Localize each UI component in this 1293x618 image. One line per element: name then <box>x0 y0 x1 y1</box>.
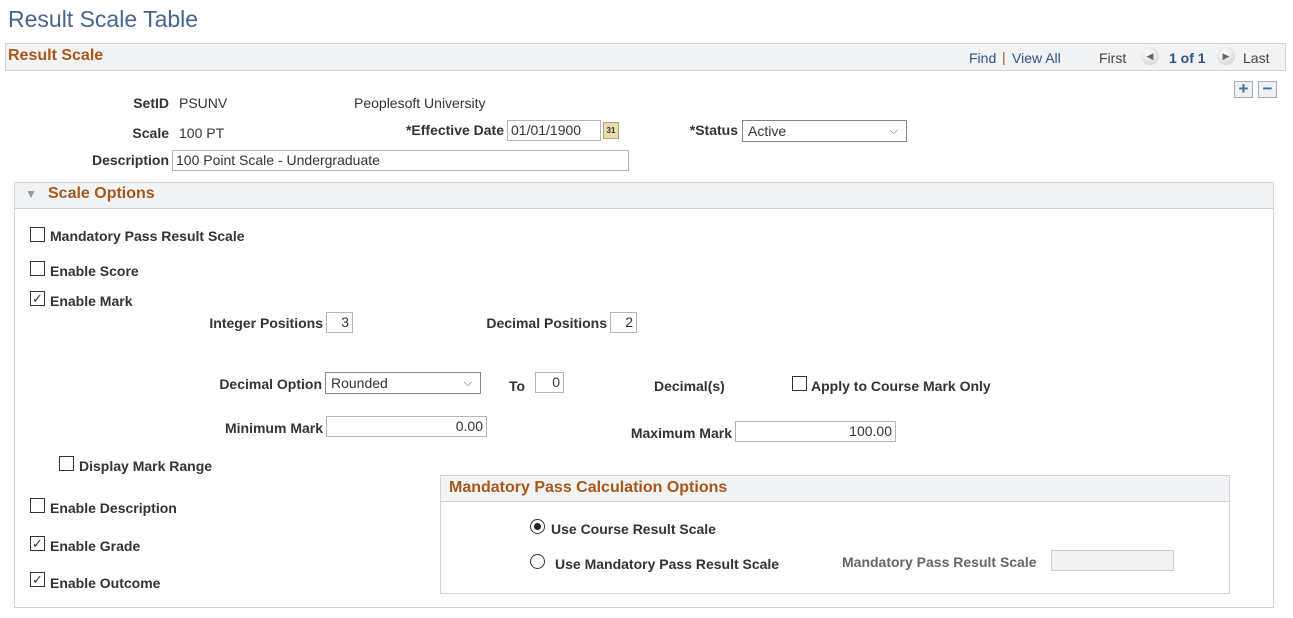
add-row-button[interactable]: + <box>1234 80 1253 98</box>
last-link[interactable]: Last <box>1243 50 1270 66</box>
use-course-result-scale-radio[interactable] <box>530 519 545 534</box>
row-position: 1 of 1 <box>1169 50 1206 66</box>
status-select[interactable]: Active ⌵ <box>742 120 907 142</box>
decimal-positions-input[interactable]: 2 <box>610 312 637 333</box>
enable-score-label: Enable Score <box>50 263 139 279</box>
decimal-option-select[interactable]: Rounded ⌵ <box>325 372 481 394</box>
apply-course-mark-label: Apply to Course Mark Only <box>811 378 991 394</box>
chevron-down-icon: ⌵ <box>463 377 472 389</box>
enable-mark-checkbox[interactable]: ✓ <box>30 291 45 306</box>
minimum-mark-input[interactable]: 0.00 <box>326 416 487 437</box>
next-icon[interactable]: ▶ <box>1217 47 1235 65</box>
decimals-label: Decimal(s) <box>654 378 725 394</box>
status-value: Active <box>748 123 787 139</box>
collapse-triangle-icon[interactable]: ▼ <box>25 187 37 201</box>
use-mandatory-pass-scale-radio[interactable] <box>530 554 545 569</box>
scale-label: Scale <box>132 125 169 141</box>
delete-row-button[interactable]: − <box>1258 80 1277 98</box>
enable-outcome-checkbox[interactable]: ✓ <box>30 572 45 587</box>
to-decimals-input[interactable]: 0 <box>535 372 564 393</box>
setid-label: SetID <box>133 95 169 111</box>
display-mark-range-checkbox[interactable] <box>59 456 74 471</box>
mandatory-pass-calc-title: Mandatory Pass Calculation Options <box>449 479 728 496</box>
setid-description: Peoplesoft University <box>354 95 486 111</box>
scale-options-header[interactable] <box>14 182 1274 209</box>
mandatory-pass-calc-header <box>440 475 1230 502</box>
enable-grade-label: Enable Grade <box>50 538 141 554</box>
display-mark-range-label: Display Mark Range <box>79 458 213 474</box>
integer-positions-input[interactable]: 3 <box>326 312 353 333</box>
page-title: Result Scale Table <box>8 6 199 32</box>
mandatory-pass-label: Mandatory Pass Result Scale <box>50 228 245 244</box>
enable-description-checkbox[interactable] <box>30 498 45 513</box>
find-link[interactable]: Find <box>969 50 997 66</box>
maximum-mark-label: Maximum Mark <box>630 425 732 441</box>
mp-scale-input[interactable] <box>1051 550 1174 571</box>
decimal-option-label: Decimal Option <box>219 376 322 392</box>
chevron-down-icon: ⌵ <box>889 125 898 137</box>
integer-positions-label: Integer Positions <box>209 315 323 331</box>
mp-scale-label: Mandatory Pass Result Scale <box>842 554 1037 570</box>
minimum-mark-label: Minimum Mark <box>224 420 323 436</box>
use-mandatory-pass-scale-label: Use Mandatory Pass Result Scale <box>555 556 780 572</box>
enable-score-checkbox[interactable] <box>30 261 45 276</box>
effective-date-input[interactable]: 01/01/1900 <box>507 120 601 141</box>
view-all-link[interactable]: View All <box>1012 50 1061 66</box>
result-scale-header <box>5 43 1286 71</box>
use-course-result-scale-label: Use Course Result Scale <box>551 521 716 537</box>
enable-outcome-label: Enable Outcome <box>50 575 161 591</box>
to-label: To <box>509 378 526 394</box>
previous-icon[interactable]: ◀ <box>1141 47 1159 65</box>
apply-course-mark-checkbox[interactable] <box>792 376 807 391</box>
calendar-icon[interactable]: 31 <box>603 122 619 139</box>
scale-options-title: Scale Options <box>48 185 155 202</box>
decimal-option-value: Rounded <box>331 375 388 391</box>
status-label: *Status <box>689 122 738 138</box>
result-scale-title: Result Scale <box>8 47 104 64</box>
decimal-positions-label: Decimal Positions <box>486 315 607 331</box>
description-label: Description <box>91 152 169 168</box>
description-input[interactable]: 100 Point Scale - Undergraduate <box>172 150 629 171</box>
nav-separator: | <box>1002 49 1006 65</box>
enable-description-label: Enable Description <box>50 500 177 516</box>
scale-value: 100 PT <box>179 125 225 141</box>
maximum-mark-input[interactable]: 100.00 <box>735 421 896 442</box>
setid-value: PSUNV <box>179 95 228 111</box>
first-link[interactable]: First <box>1099 50 1127 66</box>
enable-grade-checkbox[interactable]: ✓ <box>30 536 45 551</box>
mandatory-pass-checkbox[interactable] <box>30 227 45 242</box>
enable-mark-label: Enable Mark <box>50 293 133 309</box>
effective-date-label: *Effective Date <box>405 122 504 138</box>
